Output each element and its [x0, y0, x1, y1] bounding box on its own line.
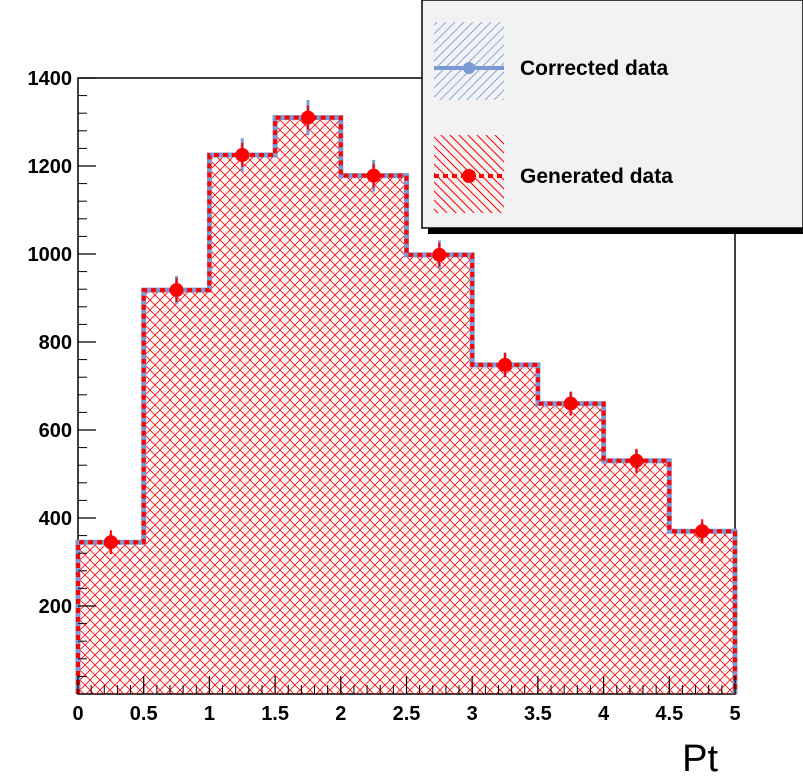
x-axis: 0 0.5 1 1.5 2 2.5 3 3.5 4 4.5 5 — [72, 676, 741, 725]
x-tick-label: 0.5 — [130, 703, 158, 725]
y-tick-label: 800 — [39, 332, 72, 354]
bar — [275, 117, 341, 695]
bar — [669, 531, 735, 694]
x-axis-title: Pt — [682, 738, 718, 780]
bar — [340, 175, 407, 694]
legend-corrected-label: Corrected data — [520, 57, 669, 80]
x-tick-label: 1.5 — [261, 703, 289, 725]
x-tick-label: 3 — [467, 703, 478, 725]
y-tick-label: 1000 — [28, 244, 73, 266]
bar — [537, 403, 604, 694]
y-tick-label: 200 — [39, 596, 72, 618]
y-tick-label: 1400 — [28, 68, 73, 90]
x-tick-label: 2 — [335, 703, 346, 725]
legend-corrected-marker — [463, 62, 475, 74]
y-axis: 200 400 600 800 1000 1200 1400 — [28, 68, 96, 695]
x-tick-label: 3.5 — [524, 703, 552, 725]
x-tick-label: 1 — [204, 703, 215, 725]
bar — [209, 155, 276, 694]
histogram-bars — [78, 117, 735, 695]
bar — [143, 290, 210, 694]
x-tick-label: 0 — [72, 703, 83, 725]
y-tick-label: 600 — [39, 420, 72, 442]
bar — [78, 542, 144, 694]
legend: Corrected data Generated data — [421, 0, 803, 234]
y-tick-label: 400 — [39, 508, 72, 530]
x-tick-label: 5 — [729, 703, 740, 725]
bar — [472, 364, 538, 694]
legend-corrected-swatch — [434, 22, 504, 100]
bar — [603, 460, 670, 694]
legend-generated-label: Generated data — [520, 165, 673, 188]
x-tick-label: 4 — [598, 703, 610, 725]
y-tick-label: 1200 — [28, 156, 73, 178]
bar — [406, 254, 473, 694]
x-tick-label: 4.5 — [655, 703, 683, 725]
x-tick-label: 2.5 — [393, 703, 421, 725]
legend-generated-marker — [462, 169, 476, 183]
data-points — [103, 105, 710, 555]
